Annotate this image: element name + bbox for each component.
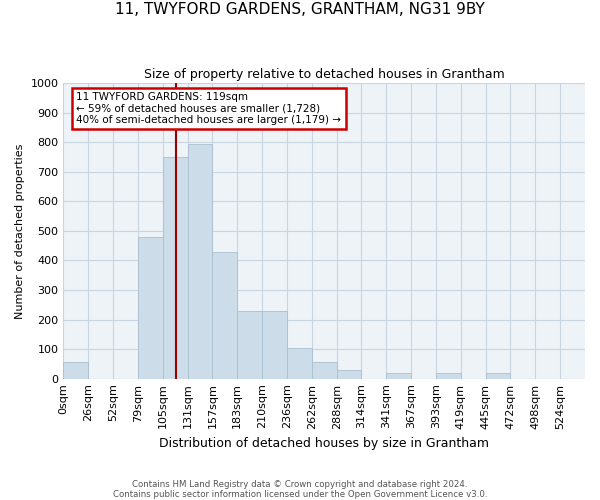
Y-axis label: Number of detached properties: Number of detached properties	[15, 143, 25, 318]
Text: Contains HM Land Registry data © Crown copyright and database right 2024.
Contai: Contains HM Land Registry data © Crown c…	[113, 480, 487, 499]
Bar	[237, 310, 262, 378]
Bar	[312, 362, 337, 378]
Title: Size of property relative to detached houses in Grantham: Size of property relative to detached ho…	[144, 68, 505, 80]
Bar	[212, 252, 237, 378]
Bar	[485, 373, 511, 378]
Bar	[64, 362, 88, 378]
Bar	[163, 157, 188, 378]
Bar	[337, 370, 361, 378]
Bar	[386, 373, 411, 378]
Bar	[188, 144, 212, 378]
Text: 11, TWYFORD GARDENS, GRANTHAM, NG31 9BY: 11, TWYFORD GARDENS, GRANTHAM, NG31 9BY	[115, 2, 485, 18]
Text: 11 TWYFORD GARDENS: 119sqm
← 59% of detached houses are smaller (1,728)
40% of s: 11 TWYFORD GARDENS: 119sqm ← 59% of deta…	[76, 92, 341, 125]
Bar	[262, 310, 287, 378]
X-axis label: Distribution of detached houses by size in Grantham: Distribution of detached houses by size …	[159, 437, 489, 450]
Bar	[138, 237, 163, 378]
Bar	[436, 373, 461, 378]
Bar	[287, 348, 312, 378]
